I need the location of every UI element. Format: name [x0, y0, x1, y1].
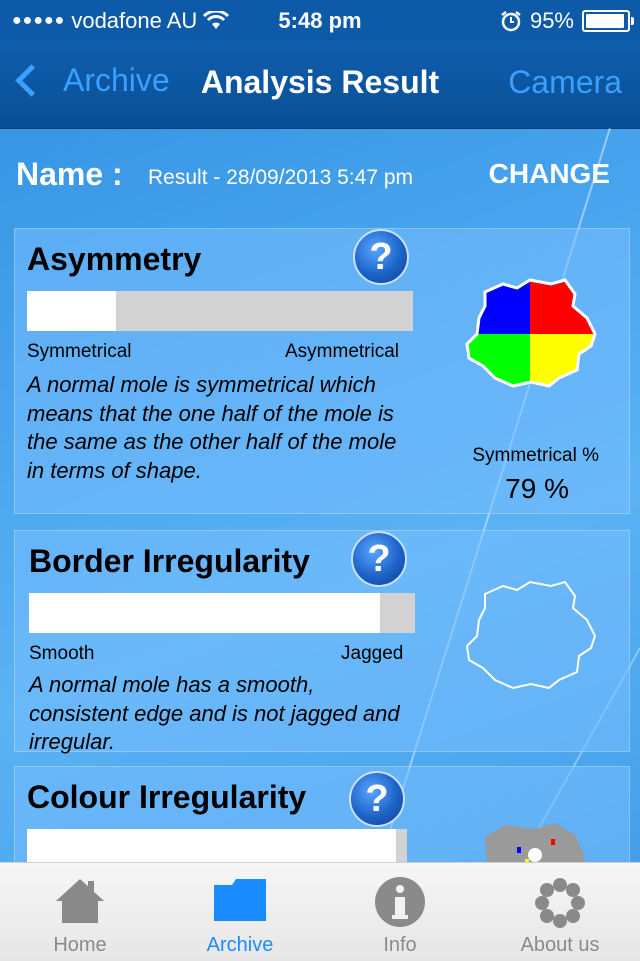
status-bar: ●●●●● vodafone AU 5:48 pm 95% [0, 0, 640, 40]
help-icon[interactable]: ? [353, 229, 409, 285]
carrier-info: ●●●●● vodafone AU [12, 8, 230, 34]
border-irregularity-card: Border Irregularity ? Smooth Jagged A no… [14, 530, 630, 754]
asymmetry-meter [27, 291, 413, 331]
help-icon[interactable]: ? [351, 531, 407, 587]
asymmetry-description: A normal mole is symmetrical which means… [27, 372, 397, 483]
navigation-bar: Archive Analysis Result Camera [0, 40, 640, 129]
card-title: Border Irregularity [29, 543, 310, 579]
back-button[interactable]: Archive [14, 62, 170, 99]
symmetry-percent-value: 79 % [505, 473, 569, 504]
tab-label: Archive [206, 934, 274, 956]
tab-label: About us [520, 934, 600, 956]
asymmetry-card: Asymmetry ? Symmetrical Asymmetrical A n… [14, 228, 630, 514]
tab-home[interactable]: Home [0, 863, 160, 961]
battery-percent: 95% [529, 8, 574, 33]
tab-archive[interactable]: Archive [160, 863, 320, 961]
tab-info[interactable]: Info [320, 863, 480, 961]
carrier-name: vodafone AU [71, 8, 198, 33]
tab-about-us[interactable]: About us [480, 863, 640, 961]
battery-icon [582, 10, 634, 32]
alarm-clock-icon [501, 11, 521, 32]
flower-icon [535, 878, 585, 928]
tab-label: Home [53, 934, 107, 956]
scale-max-label: Asymmetrical [285, 341, 400, 362]
result-name: Result - 28/09/2013 5:47 pm [148, 166, 414, 189]
back-button-label: Archive [63, 62, 170, 98]
help-icon[interactable]: ? [349, 771, 405, 827]
border-description: A normal mole has a smooth, consistent e… [29, 672, 400, 754]
status-time: 5:48 pm [278, 8, 362, 33]
home-icon [56, 879, 104, 923]
battery-level [586, 14, 624, 28]
border-meter [29, 593, 415, 633]
name-row: Name : Result - 28/09/2013 5:47 pm CHANG… [16, 156, 624, 196]
tab-bar: Home Archive Info A [0, 862, 640, 961]
mole-border-image [465, 580, 597, 690]
scale-min-label: Symmetrical [27, 341, 132, 362]
page-title: Analysis Result [200, 64, 440, 100]
card-title: Asymmetry [27, 241, 202, 277]
battery-info: 95% [500, 8, 634, 34]
tab-label: Info [383, 934, 417, 956]
info-icon [375, 877, 425, 927]
scale-min-label: Smooth [29, 643, 95, 664]
change-name-button[interactable]: CHANGE [488, 158, 610, 189]
folder-icon [214, 879, 266, 921]
mole-asymmetry-image [465, 278, 597, 388]
asymmetry-meter-fill [27, 291, 116, 331]
symmetry-percent-label: Symmetrical % [472, 445, 599, 466]
signal-dots-icon: ●●●●● [12, 12, 66, 29]
name-label: Name : [16, 156, 123, 192]
scale-max-label: Jagged [341, 643, 404, 664]
border-meter-fill [29, 593, 381, 633]
camera-button[interactable]: Camera [508, 64, 622, 100]
card-title: Colour Irregularity [27, 779, 307, 815]
wifi-icon [203, 11, 230, 29]
